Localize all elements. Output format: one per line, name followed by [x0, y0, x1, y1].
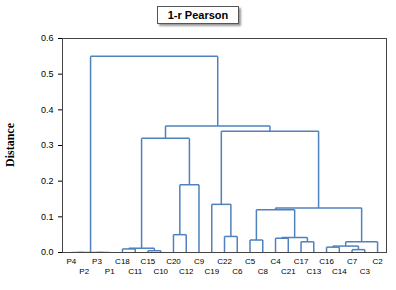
svg-text:C15: C15 [141, 257, 156, 266]
svg-text:0.3: 0.3 [41, 140, 54, 150]
svg-text:C2: C2 [372, 257, 383, 266]
svg-text:C13: C13 [306, 267, 321, 276]
svg-text:0.6: 0.6 [41, 33, 54, 43]
svg-text:0.4: 0.4 [41, 105, 54, 115]
svg-text:P1: P1 [105, 267, 115, 276]
svg-text:C14: C14 [332, 267, 347, 276]
svg-text:C21: C21 [281, 267, 296, 276]
svg-text:C20: C20 [166, 257, 181, 266]
html-text:1-r Pearson: 1-r Pearson [167, 9, 229, 21]
svg-text:C12: C12 [179, 267, 194, 276]
svg-text:0.2: 0.2 [41, 176, 54, 186]
svg-text:C6: C6 [232, 267, 243, 276]
svg-text:C19: C19 [204, 267, 219, 276]
svg-text:C10: C10 [153, 267, 168, 276]
svg-text:C5: C5 [245, 257, 256, 266]
svg-text:P2: P2 [79, 267, 89, 276]
svg-text:C22: C22 [217, 257, 232, 266]
svg-text:C16: C16 [319, 257, 334, 266]
svg-text:C11: C11 [128, 267, 143, 276]
svg-text:0.5: 0.5 [41, 69, 54, 79]
svg-text:P3: P3 [92, 257, 102, 266]
svg-text:C17: C17 [294, 257, 309, 266]
svg-text:Distance: Distance [3, 122, 17, 167]
svg-text:P4: P4 [67, 257, 77, 266]
svg-text:0.1: 0.1 [41, 212, 54, 222]
svg-text:C8: C8 [258, 267, 269, 276]
svg-text:C18: C18 [115, 257, 130, 266]
svg-text:C9: C9 [194, 257, 205, 266]
svg-text:0.0: 0.0 [41, 247, 54, 257]
svg-text:C3: C3 [360, 267, 371, 276]
svg-text:C7: C7 [347, 257, 358, 266]
svg-text:C4: C4 [270, 257, 281, 266]
